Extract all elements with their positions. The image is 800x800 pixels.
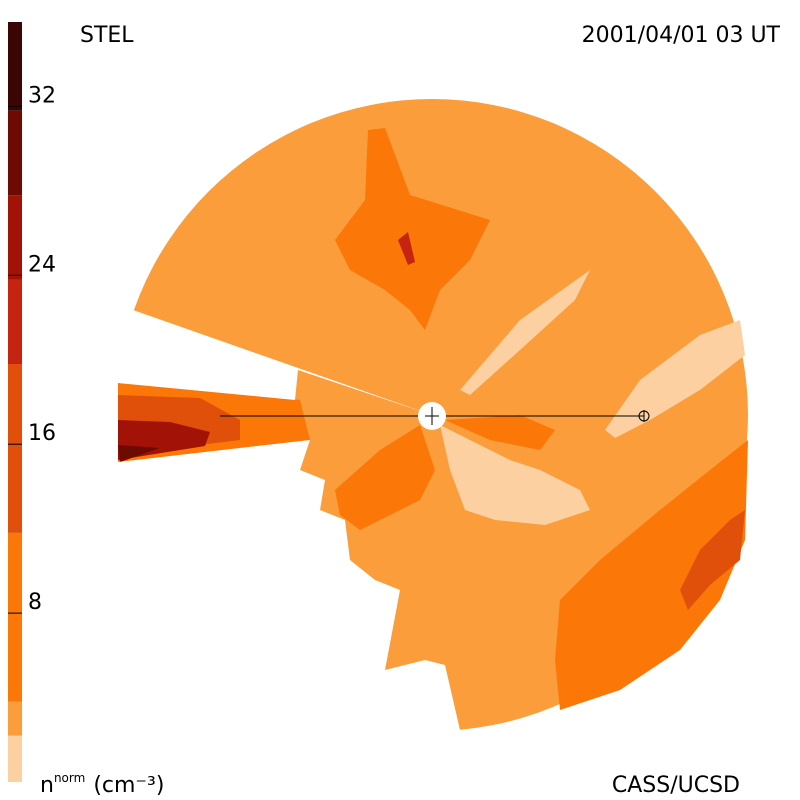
- wedge: [118, 445, 160, 462]
- label-base: n: [40, 773, 54, 798]
- color-band: [8, 701, 22, 736]
- tick-label: 32: [28, 83, 56, 108]
- tick-label: 8: [28, 590, 42, 615]
- colorbar-label: nnorm (cm⁻³): [40, 771, 164, 798]
- blob: [445, 415, 555, 450]
- label-unit: (cm⁻³): [93, 773, 164, 798]
- credit: CASS/UCSD: [612, 773, 740, 798]
- blob: [335, 128, 490, 330]
- color-band: [8, 532, 22, 702]
- blob: [460, 270, 590, 395]
- color-band: [8, 110, 22, 196]
- blob: [398, 232, 415, 265]
- blob: [555, 440, 748, 710]
- timestamp: 2001/04/01 03 UT: [582, 23, 781, 48]
- label-sup: norm: [54, 771, 85, 785]
- color-band: [8, 195, 22, 280]
- no-data: [0, 300, 470, 800]
- colorbar: 8 16 24 32: [8, 22, 56, 782]
- color-band: [8, 364, 22, 533]
- color-band: [8, 735, 22, 782]
- title: STEL: [80, 23, 134, 48]
- tick-label: 16: [28, 421, 56, 446]
- blob: [335, 425, 435, 530]
- blob: [440, 425, 590, 525]
- tick-label: 24: [28, 252, 56, 277]
- density-map: [0, 99, 748, 800]
- blob: [680, 510, 745, 610]
- blob: [605, 320, 745, 438]
- color-band: [8, 279, 22, 364]
- color-band: [8, 22, 22, 111]
